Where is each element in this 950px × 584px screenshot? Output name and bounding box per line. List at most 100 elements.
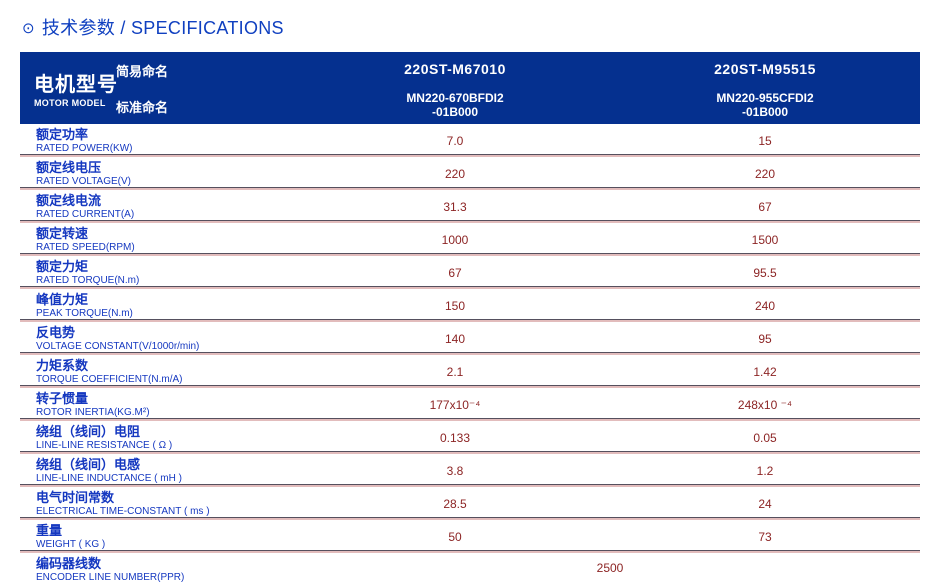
simple-name-label: 简易命名 [116,63,169,79]
row-value-model1: 3.8 [446,463,464,478]
table-row-rotor-inertia: 转子惯量 ROTOR INERTIA(KG.M²) 177x10⁻⁴ 248x1… [20,388,920,421]
model-2-simple-name: 220ST-M95515 [714,61,816,78]
circle-dot-icon: ⊙ [22,19,35,37]
row-label-cn: 额定力矩 [36,259,89,274]
row-label-en: ELECTRICAL TIME-CONSTANT ( ms ) [36,505,210,517]
row-value-model1: 31.3 [443,199,467,214]
row-value-model1: 28.5 [443,496,467,511]
row-label-cn: 额定功率 [36,127,89,142]
table-row-rated-torque: 额定力矩 RATED TORQUE(N.m) 67 95.5 [20,256,920,289]
table-header: 电机型号 MOTOR MODEL 简易命名 标准命名 220ST-M67010 … [20,52,920,124]
motor-model-label-en: MOTOR MODEL [34,98,106,108]
row-label: 绕组（线间）电感 LINE-LINE INDUCTANCE ( mH ) [20,454,300,487]
row-label-en: RATED TORQUE(N.m) [36,274,140,286]
table-row-rated-voltage: 额定线电压 RATED VOLTAGE(V) 220 220 [20,157,920,190]
row-label-en: RATED SPEED(RPM) [36,241,135,253]
page-title-text: 技术参数 / SPECIFICATIONS [41,18,284,38]
row-label-cn: 力矩系数 [36,358,89,373]
row-label-en: WEIGHT ( KG ) [36,538,106,550]
row-value-model2: 67 [758,199,772,214]
row-label-cn: 重量 [36,523,63,538]
row-value-model2: 1.42 [753,364,777,379]
row-label: 额定功率 RATED POWER(KW) [20,124,300,157]
row-value-both-models: 2500 [596,561,624,575]
row-value-model2: 1.2 [756,463,774,478]
row-label-cn: 额定线电流 [36,193,102,208]
row-value-model1: 2.1 [446,364,464,379]
table-row-electrical-time-constant: 电气时间常数 ELECTRICAL TIME-CONSTANT ( ms ) 2… [20,487,920,520]
table-row-rated-speed: 额定转速 RATED SPEED(RPM) 1000 1500 [20,223,920,256]
row-label: 转子惯量 ROTOR INERTIA(KG.M²) [20,388,300,421]
row-label: 额定线电流 RATED CURRENT(A) [20,190,300,223]
row-label-en: RATED VOLTAGE(V) [36,175,132,187]
row-label: 电气时间常数 ELECTRICAL TIME-CONSTANT ( ms ) [20,487,300,520]
row-label: 重量 WEIGHT ( KG ) [20,520,300,553]
row-value-model1: 140 [444,331,466,346]
page-title: ⊙ 技术参数 / SPECIFICATIONS [0,0,950,40]
row-value-model2: 95 [758,331,772,346]
model-column-1-header: 220ST-M67010 MN220-670BFDI2 -01B000 [300,52,610,124]
row-label-cn: 额定转速 [36,226,89,241]
table-row-rated-current: 额定线电流 RATED CURRENT(A) 31.3 67 [20,190,920,223]
row-value-model1: 220 [444,166,466,181]
row-value-model2: 248x10 ⁻⁴ [737,397,793,412]
standard-name-label: 标准命名 [116,99,169,115]
motor-model-label-cn: 电机型号 [34,74,118,96]
row-value-model2: 240 [754,298,776,313]
row-label: 额定线电压 RATED VOLTAGE(V) [20,157,300,190]
row-label: 力矩系数 TORQUE COEFFICIENT(N.m/A) [20,355,300,388]
model-2-standard-line1: MN220-955CFDI2 [716,90,814,105]
row-label: 编码器线数 ENCODER LINE NUMBER(PPR) [20,553,300,583]
table-row-peak-torque: 峰值力矩 PEAK TORQUE(N.m) 150 240 [20,289,920,322]
model-1-standard-line1: MN220-670BFDI2 [406,90,504,105]
row-label-en: RATED CURRENT(A) [36,208,135,220]
model-column-2-header: 220ST-M95515 MN220-955CFDI2 -01B000 [610,52,920,124]
row-label-en: LINE-LINE INDUCTANCE ( mH ) [36,472,182,484]
row-label: 绕组（线间）电阻 LINE-LINE RESISTANCE ( Ω ) [20,421,300,454]
row-value-model1: 177x10⁻⁴ [429,397,481,412]
row-value-model2: 15 [758,133,772,148]
row-value-model1: 50 [448,529,462,544]
model-2-standard-name: MN220-955CFDI2 -01B000 [610,86,920,124]
row-label: 额定力矩 RATED TORQUE(N.m) [20,256,300,289]
row-label: 反电势 VOLTAGE CONSTANT(V/1000r/min) [20,322,300,355]
row-label-cn: 反电势 [36,325,76,340]
model-1-standard-name: MN220-670BFDI2 -01B000 [300,86,610,124]
table-row-line-line-resistance: 绕组（线间）电阻 LINE-LINE RESISTANCE ( Ω ) 0.13… [20,421,920,454]
table-row-rated-power: 额定功率 RATED POWER(KW) 7.0 15 [20,124,920,157]
row-value-model2: 1500 [751,232,779,247]
row-label-cn: 绕组（线间）电感 [36,457,141,472]
model-1-standard-line2: -01B000 [431,105,479,120]
row-label-cn: 电气时间常数 [36,490,115,505]
row-label-cn: 额定线电压 [36,160,102,175]
row-value-model2: 0.05 [753,430,777,445]
row-label-cn: 峰值力矩 [36,292,89,307]
row-label-en: VOLTAGE CONSTANT(V/1000r/min) [36,340,200,352]
row-value-model2: 24 [758,496,772,511]
row-label-cn: 编码器线数 [36,556,102,571]
table-row-line-line-inductance: 绕组（线间）电感 LINE-LINE INDUCTANCE ( mH ) 3.8… [20,454,920,487]
table-row-voltage-constant: 反电势 VOLTAGE CONSTANT(V/1000r/min) 140 95 [20,322,920,355]
row-value-model2: 220 [754,166,776,181]
table-row-weight: 重量 WEIGHT ( KG ) 50 73 [20,520,920,553]
table-row-torque-coefficient: 力矩系数 TORQUE COEFFICIENT(N.m/A) 2.1 1.42 [20,355,920,388]
row-label-en: PEAK TORQUE(N.m) [36,307,133,319]
row-label-en: RATED POWER(KW) [36,142,133,154]
row-value-model1: 150 [444,298,466,313]
naming-type-column: 简易命名 标准命名 [116,52,300,124]
row-label-en: ENCODER LINE NUMBER(PPR) [36,571,185,583]
row-label: 峰值力矩 PEAK TORQUE(N.m) [20,289,300,322]
row-label-en: LINE-LINE RESISTANCE ( Ω ) [36,439,173,451]
row-value-model1: 67 [448,265,462,280]
row-value-model1: 1000 [441,232,469,247]
row-value-model1: 7.0 [446,133,464,148]
table-row-encoder-line-number: 编码器线数 ENCODER LINE NUMBER(PPR) 2500 [20,553,920,583]
row-label-cn: 绕组（线间）电阻 [36,424,141,439]
model-2-standard-line2: -01B000 [741,105,789,120]
row-value-model1: 0.133 [439,430,471,445]
row-value-model2: 95.5 [753,265,777,280]
row-label-en: TORQUE COEFFICIENT(N.m/A) [36,373,183,385]
motor-model-header-cell: 电机型号 MOTOR MODEL [20,52,118,124]
row-label-cn: 转子惯量 [36,391,89,406]
row-label-en: ROTOR INERTIA(KG.M²) [36,406,150,418]
